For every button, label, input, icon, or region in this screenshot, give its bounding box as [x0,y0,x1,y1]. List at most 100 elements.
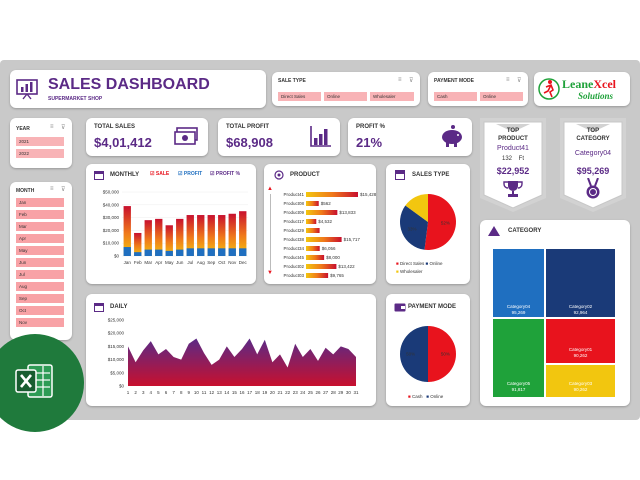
sales-type-title: SALES TYPE [412,172,450,178]
profit-bar [123,247,131,256]
x-tick-label: 11 [202,390,207,395]
y-tick-label: $10,000 [108,357,125,362]
product-value-label: $9,765 [330,273,344,278]
top-product-label1: TOP [506,128,520,134]
payment-legend: ■ Cash ■ Online [408,394,443,399]
x-tick-label: May [165,260,174,265]
x-tick-label: 2 [134,390,137,395]
sale-bar [155,218,163,256]
clear-filter-icon[interactable]: ⊽ [61,125,66,131]
top-product-qty-row: 132 Ft [480,156,546,162]
treemap-category-name: Category02 [568,303,593,309]
profit-bar [207,248,215,256]
clear-filter-icon[interactable]: ⊽ [61,187,66,193]
month-item[interactable]: Aug [16,282,64,291]
month-item[interactable]: Mar [16,222,64,231]
x-tick-label: 15 [232,390,238,395]
treemap-category-value: 90,262 [573,353,588,358]
legend-sale-label: SALE [155,171,170,177]
legend-profit-pct[interactable]: ☑ PROFIT % [210,171,241,177]
sale-type-item[interactable]: Online [324,92,367,101]
product-label: Product08 [283,201,304,206]
scroll-up-icon[interactable]: ▲ [267,186,273,192]
pyramid-icon [488,226,500,236]
multiselect-icon[interactable]: ≡ [50,186,54,192]
y-tick-label: $30,000 [103,215,120,220]
legend-profit[interactable]: ☑ PROFIT [178,171,203,177]
clear-filter-icon[interactable]: ⊽ [517,78,522,84]
payment-mode-item[interactable]: Online [480,92,523,101]
calendar-icon [94,303,104,312]
top-category-badge: TOP CATEGORY Category04 $95,269 [560,118,626,212]
x-tick-label: Jul [187,260,193,265]
product-value-label: $8,000 [326,255,340,260]
legend-online-label: Online [430,394,444,399]
total-profit-label: TOTAL PROFIT [226,124,269,130]
treemap-cell[interactable]: Category03 90,262 [545,364,616,398]
x-tick-label: 10 [194,390,200,395]
product-label: Product17 [283,219,304,224]
year-item[interactable]: 2022 [16,149,64,158]
year-item[interactable]: 2021 [16,137,64,146]
month-item[interactable]: Jun [16,258,64,267]
logo-card: LeaneXcel Solutions [534,72,630,106]
month-item[interactable]: Apr [16,234,64,243]
logo-part1: Leane [562,77,594,91]
badge-shape [560,118,626,212]
treemap-cell[interactable]: Category01 90,262 [545,318,616,364]
x-tick-label: 12 [209,390,215,395]
category-chart-card: CATEGORY Category04 95,269 Category02 92,96… [480,220,630,406]
category-treemap: Category04 95,269 Category02 92,964 Category… [492,248,616,398]
multiselect-icon[interactable]: ≡ [50,124,54,130]
y-tick-label: $5,000 [110,370,124,375]
sale-bar [123,206,131,256]
x-tick-label: Aug [197,260,206,265]
total-sales-card: TOTAL SALES $4,01,412 [86,118,208,156]
top-product-label2: PRODUCT [498,136,528,142]
profit-bar [155,249,163,256]
month-item[interactable]: Nov [16,318,64,327]
sale-type-item[interactable]: Direct Sales [278,92,321,101]
month-item[interactable]: Sep [16,294,64,303]
x-tick-label: 13 [217,390,223,395]
pie-label: 50% [441,352,450,357]
treemap-cell[interactable]: Category04 95,269 [492,248,545,318]
month-slicer: MONTH ≡ ⊽ Jan Feb Mar Apr May Jun Jul Aug Sep Oct… [10,182,72,340]
treemap-category-value: 91,817 [511,387,526,392]
profit-pct-label: PROFIT % [356,124,386,130]
product-label: Product38 [283,237,304,242]
month-item[interactable]: Oct [16,306,64,315]
top-product-unit: Ft [518,156,525,162]
payment-mode-item[interactable]: Cash [434,92,477,101]
product-label: Product41 [283,192,304,197]
scroll-down-icon[interactable]: ▼ [267,270,273,276]
month-item[interactable]: Jul [16,270,64,279]
sale-type-item[interactable]: Wholesaler [370,92,414,101]
scroll-track[interactable] [270,194,271,270]
payment-mode-pie: 50% 50% [400,326,456,382]
x-tick-label: 8 [180,390,183,395]
product-bar [306,228,320,233]
header-card: SALES DASHBOARD SUPERMARKET SHOP [10,70,266,108]
treemap-cell[interactable]: Category05 91,817 [492,318,545,398]
month-item[interactable]: Feb [16,210,64,219]
product-chart: Product41 $15,428 Product08 $562 Product09 $1… [283,192,376,278]
month-item[interactable]: May [16,246,64,255]
badge-shape [480,118,546,212]
legend-sale[interactable]: ☑ SALE [150,171,170,177]
pie-slice [400,326,428,382]
multiselect-icon[interactable]: ≡ [506,77,510,83]
product-value-label: $15,717 [344,237,361,242]
clear-filter-icon[interactable]: ⊽ [409,78,414,84]
sale-bar [228,213,236,256]
treemap-cell[interactable]: Category02 92,964 [545,248,616,318]
total-profit-card: TOTAL PROFIT $68,908 [218,118,340,156]
x-tick-label: 4 [150,390,153,395]
multiselect-icon[interactable]: ≡ [398,77,402,83]
x-tick-label: 7 [172,390,175,395]
x-tick-label: 31 [353,390,359,395]
month-item[interactable]: Jan [16,198,64,207]
product-label: Product02 [283,264,304,269]
treemap-category-value: 90,262 [573,387,588,392]
top-category-label1: TOP [586,128,600,134]
